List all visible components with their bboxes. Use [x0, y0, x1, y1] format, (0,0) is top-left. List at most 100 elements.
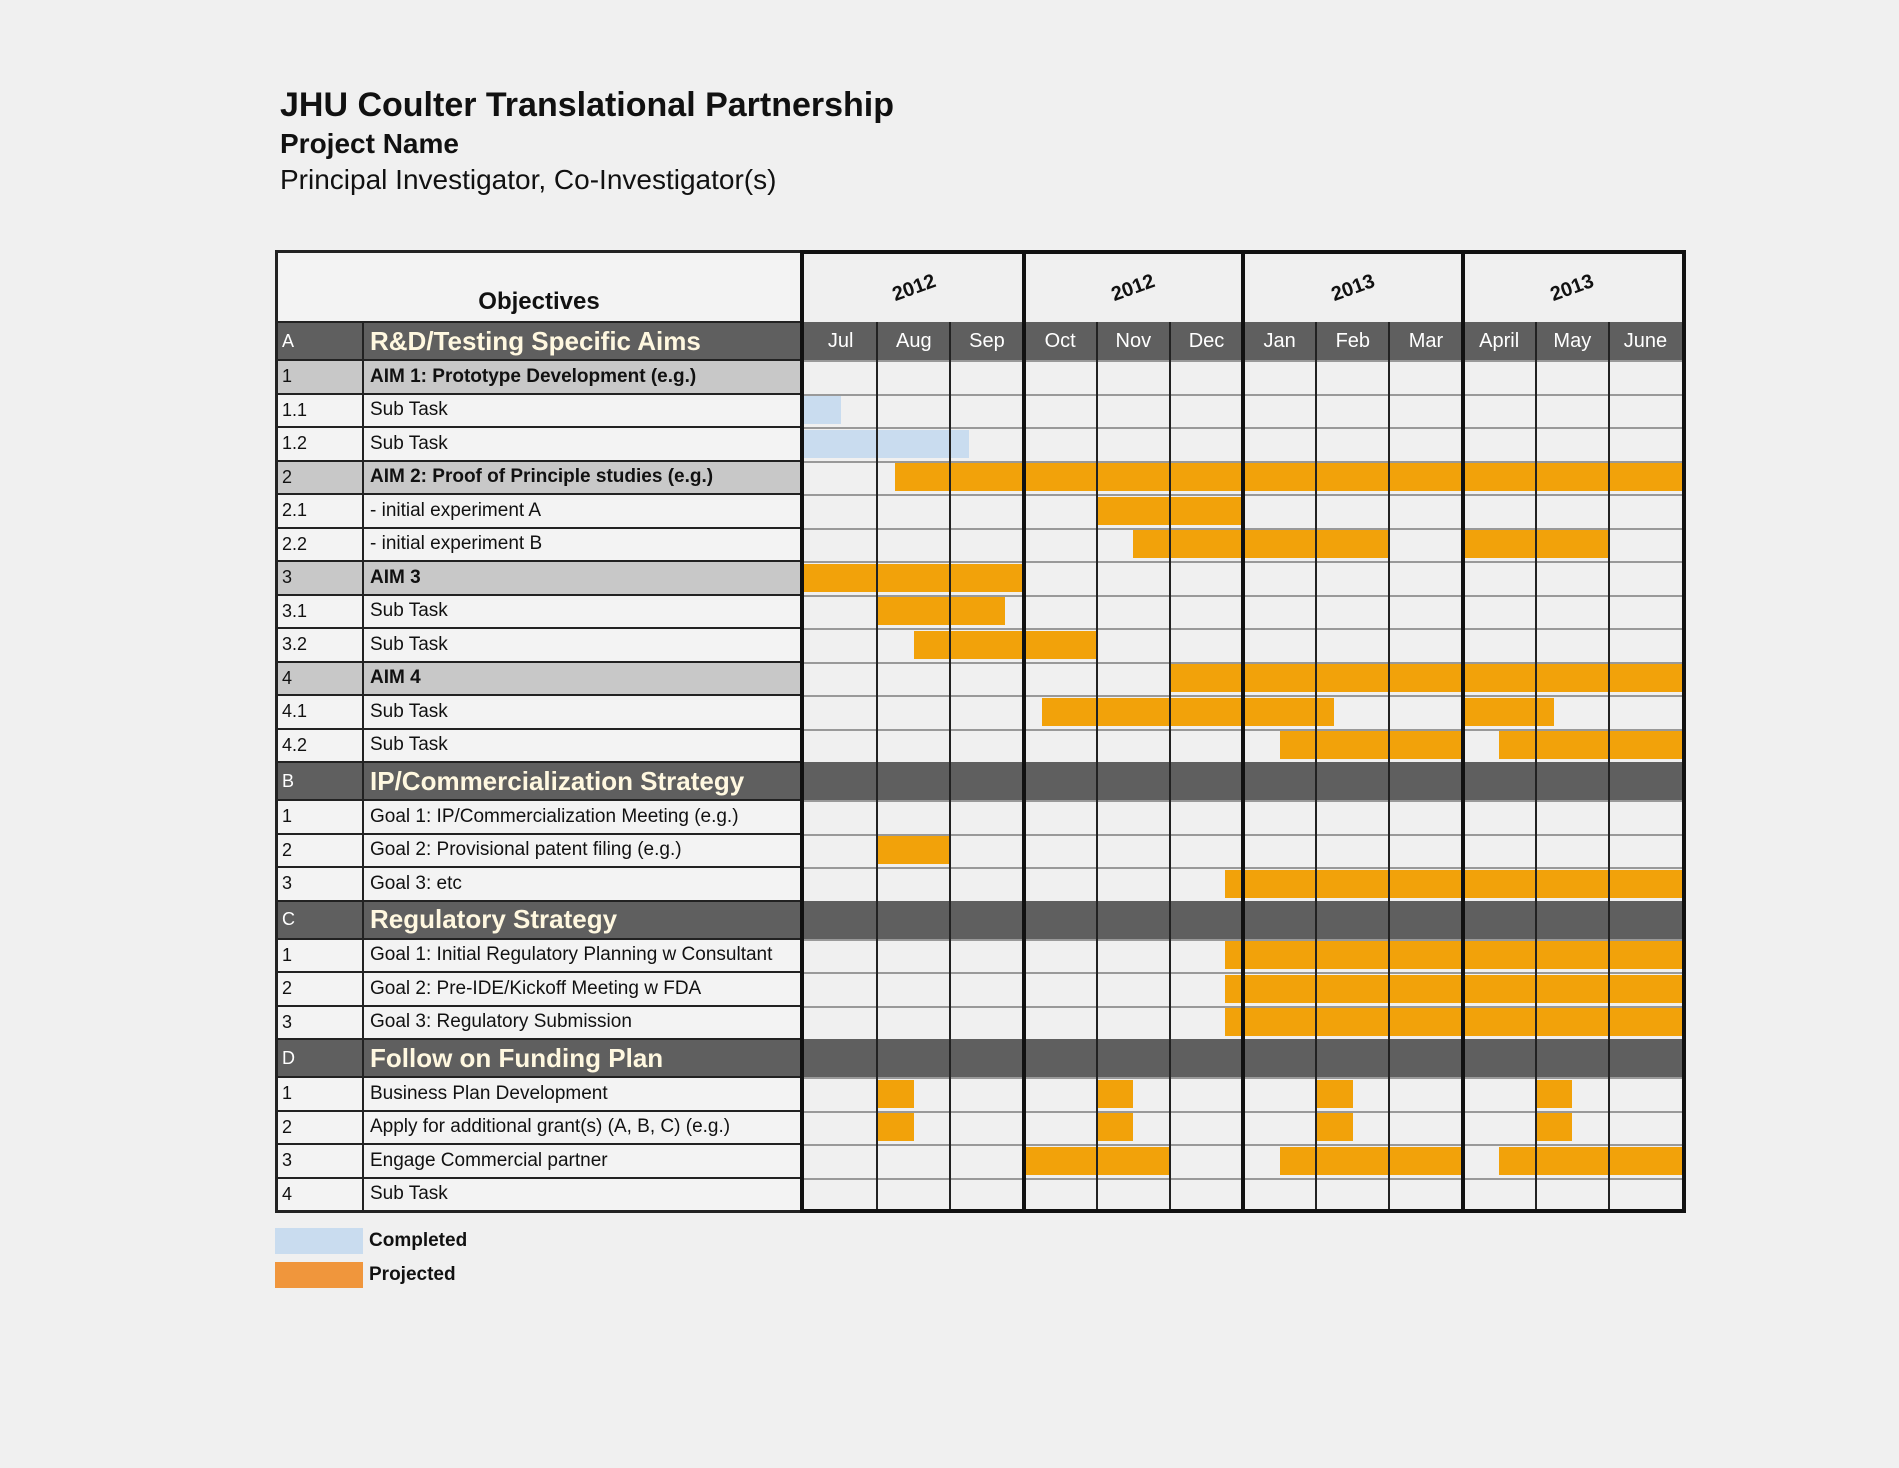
- legend-label: Completed: [369, 1230, 468, 1251]
- row-label: Goal 1: Initial Regulatory Planning w Co…: [370, 944, 773, 966]
- month-divider: [1241, 254, 1245, 1209]
- projected-bar: [877, 1113, 914, 1142]
- row-label: - initial experiment A: [370, 499, 542, 521]
- projected-bar: [1316, 1079, 1353, 1108]
- task-row: 2 Apply for additional grant(s) (A, B, C)…: [278, 1109, 800, 1143]
- month-label: May: [1553, 329, 1592, 352]
- legend: Completed Projected: [275, 1228, 467, 1296]
- projected-bar: [1499, 731, 1682, 760]
- row-label: Sub Task: [370, 633, 448, 655]
- row-id: 2: [278, 834, 364, 866]
- timeline-grid: 2012 2012 2013 2013 Jul Aug Sep Oct Nov Dec Jan Feb…: [800, 250, 1686, 1213]
- row-id: C: [278, 901, 364, 938]
- aim-row: 3 AIM 3: [278, 560, 800, 594]
- year-text: 2013: [1547, 269, 1597, 306]
- legend-swatch: [275, 1228, 363, 1254]
- row-label: Sub Task: [370, 399, 448, 421]
- aim-row: 1 AIM 1: Prototype Development (e.g.): [278, 359, 800, 393]
- row-id: 2: [278, 461, 364, 493]
- row-label: Goal 2: Provisional patent filing (e.g.): [370, 839, 682, 861]
- row-id: 1.2: [278, 428, 364, 460]
- row-id: 3: [278, 1006, 364, 1038]
- section-row: A R&D/Testing Specific Aims: [278, 321, 800, 359]
- month-label: Jul: [827, 329, 854, 352]
- task-row: 3 Goal 3: etc: [278, 866, 800, 900]
- month-divider: [1021, 254, 1026, 1209]
- row-label: AIM 2: Proof of Principle studies (e.g.): [370, 466, 714, 488]
- document-title: JHU Coulter Translational Partnership: [280, 86, 895, 124]
- row-id: 1: [278, 1078, 364, 1110]
- projected-bar: [877, 597, 1006, 626]
- projected-bar: [1224, 974, 1682, 1003]
- task-row: 1 Business Plan Development: [278, 1076, 800, 1110]
- projected-bar: [1535, 1079, 1573, 1108]
- row-id: 2.1: [278, 495, 364, 527]
- month-label: Nov: [1115, 329, 1152, 352]
- month-label: Oct: [1044, 329, 1076, 352]
- month-label: Feb: [1335, 329, 1371, 352]
- row-label: - initial experiment B: [370, 533, 543, 555]
- year-label: 2012: [1024, 254, 1244, 322]
- projected-bar: [1041, 697, 1335, 726]
- completed-bar: [804, 429, 969, 458]
- legend-item: Completed: [275, 1228, 467, 1254]
- completed-bar: [804, 396, 841, 425]
- projected-bar: [895, 463, 1682, 492]
- projected-bar: [877, 1079, 914, 1108]
- row-label: IP/Commercialization Strategy: [370, 765, 745, 796]
- task-row: 2.2 - initial experiment B: [278, 526, 800, 560]
- projected-bar: [1224, 941, 1682, 970]
- row-id: 2: [278, 973, 364, 1005]
- task-row: 4.1 Sub Task: [278, 694, 800, 728]
- task-row: 4.2 Sub Task: [278, 727, 800, 761]
- row-label: R&D/Testing Specific Aims: [370, 325, 701, 356]
- month-divider: [1168, 322, 1171, 1209]
- task-row: 3 Goal 3: Regulatory Submission: [278, 1004, 800, 1038]
- year-label: 2013: [1243, 254, 1463, 322]
- row-id: 1.1: [278, 394, 364, 426]
- section-row: D Follow on Funding Plan: [278, 1038, 800, 1076]
- row-label: Goal 1: IP/Commercialization Meeting (e.…: [370, 805, 739, 827]
- row-id: 4.2: [278, 729, 364, 761]
- row-id: 4: [278, 662, 364, 694]
- task-row: 3.1 Sub Task: [278, 593, 800, 627]
- projected-bar: [1133, 530, 1390, 559]
- month-divider: [1607, 322, 1610, 1209]
- projected-bar: [877, 836, 951, 865]
- month-label: April: [1479, 329, 1520, 352]
- row-id: 2: [278, 1111, 364, 1143]
- projected-bar: [1462, 697, 1554, 726]
- row-id: B: [278, 763, 364, 799]
- task-row: 1 Goal 1: IP/Commercialization Meeting (e…: [278, 799, 800, 833]
- row-id: 4: [278, 1178, 364, 1210]
- month-divider: [1315, 322, 1318, 1209]
- row-id: 2.2: [278, 528, 364, 560]
- row-id: 3.2: [278, 629, 364, 661]
- projected-bar: [1224, 1008, 1682, 1037]
- projected-bar: [1535, 1113, 1573, 1142]
- legend-swatch: [275, 1262, 363, 1288]
- row-label: AIM 1: Prototype Development (e.g.): [370, 365, 697, 387]
- year-text: 2012: [889, 269, 939, 306]
- row-id: 4.1: [278, 696, 364, 728]
- task-row: 3 Engage Commercial partner: [278, 1143, 800, 1177]
- row-label: AIM 3: [370, 566, 421, 588]
- row-label: Sub Task: [370, 734, 448, 756]
- row-id: 1: [278, 361, 364, 393]
- projected-bar: [1096, 1113, 1134, 1142]
- projected-bar: [1279, 731, 1463, 760]
- row-label: Goal 3: etc: [370, 872, 462, 894]
- month-divider: [1095, 322, 1098, 1209]
- row-id: 3: [278, 562, 364, 594]
- row-id: 1: [278, 801, 364, 833]
- section-row: B IP/Commercialization Strategy: [278, 761, 800, 799]
- objectives-table: Objectives A R&D/Testing Specific Aims 1 AIM…: [275, 250, 800, 1213]
- task-row: 1.2 Sub Task: [278, 426, 800, 460]
- month-divider: [949, 322, 952, 1209]
- row-label: Goal 3: Regulatory Submission: [370, 1011, 632, 1033]
- row-id: 3: [278, 868, 364, 900]
- month-label: Aug: [896, 329, 932, 352]
- month-label: Mar: [1408, 329, 1444, 352]
- investigators: Principal Investigator, Co-Investigator(…: [280, 164, 777, 195]
- row-label: Follow on Funding Plan: [370, 1042, 664, 1073]
